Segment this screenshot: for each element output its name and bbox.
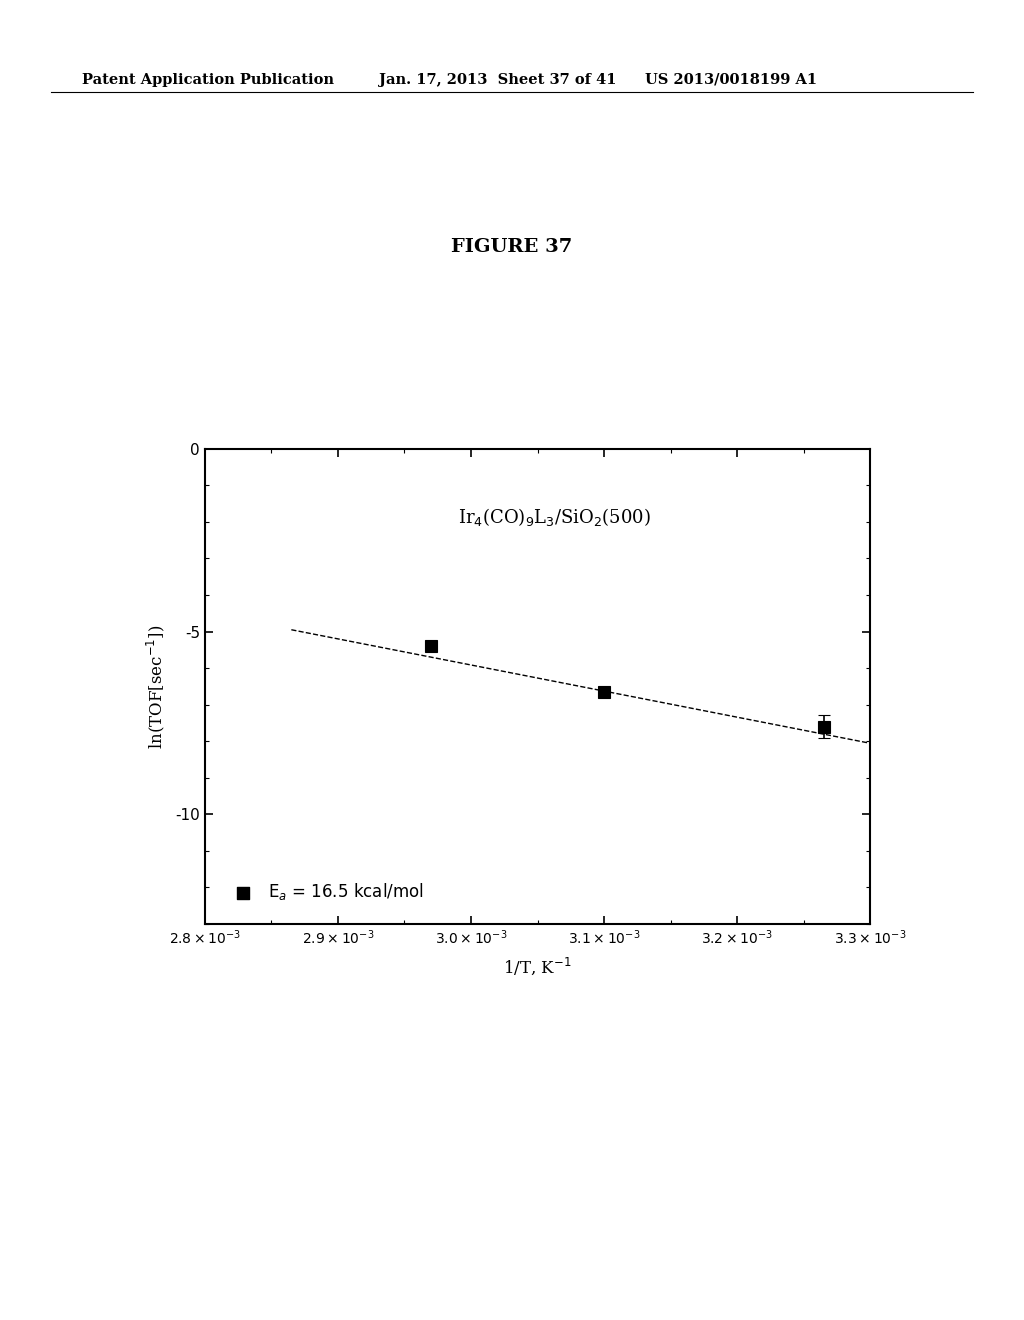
- X-axis label: 1/T, K$^{-1}$: 1/T, K$^{-1}$: [504, 956, 571, 977]
- Text: Jan. 17, 2013  Sheet 37 of 41: Jan. 17, 2013 Sheet 37 of 41: [379, 73, 616, 87]
- Y-axis label: ln(TOF[sec$^{-1}$]): ln(TOF[sec$^{-1}$]): [144, 624, 167, 748]
- Text: US 2013/0018199 A1: US 2013/0018199 A1: [645, 73, 817, 87]
- Text: FIGURE 37: FIGURE 37: [452, 238, 572, 256]
- Text: Patent Application Publication: Patent Application Publication: [82, 73, 334, 87]
- Legend: E$_a$ = 16.5 kcal/mol: E$_a$ = 16.5 kcal/mol: [213, 869, 437, 916]
- Text: Ir$_4$(CO)$_9$L$_3$/SiO$_2$(500): Ir$_4$(CO)$_9$L$_3$/SiO$_2$(500): [458, 506, 650, 528]
